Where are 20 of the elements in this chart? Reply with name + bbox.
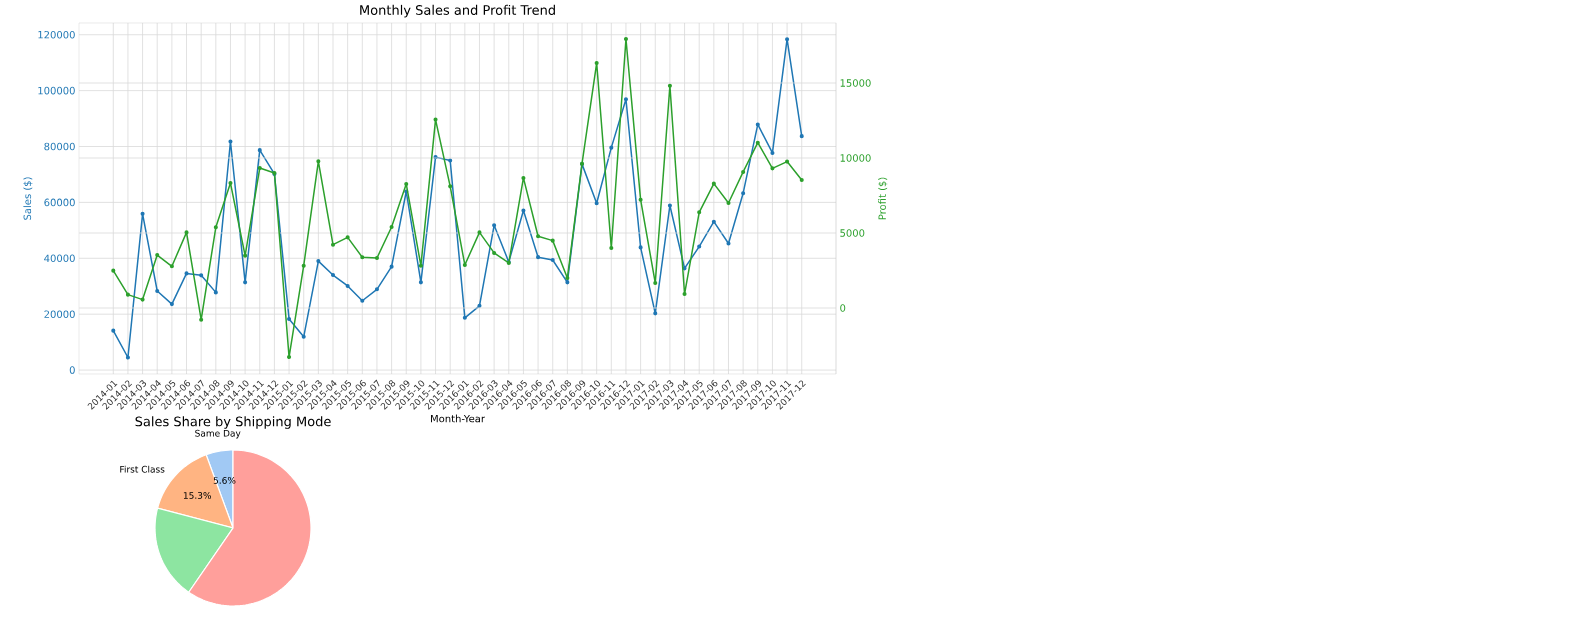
slice-label: First Class — [120, 465, 165, 473]
data-label: 5.6% — [213, 477, 236, 484]
y2-tick-label: 10000 — [840, 154, 871, 162]
y-tick-label: 60000 — [44, 198, 75, 207]
y-tick-label: 0 — [69, 366, 75, 374]
y-tick-label: 40000 — [44, 254, 75, 263]
y-tick-label: 20000 — [44, 310, 75, 318]
y-tick-label: 80000 — [44, 142, 75, 151]
y2-tick-label: 0 — [840, 304, 846, 312]
x-axis-title: Month-Year — [431, 414, 485, 423]
y2-tick-label: 15000 — [840, 79, 871, 87]
y-tick-label: 100000 — [38, 86, 75, 95]
chart-title: Monthly Sales and Profit Trend — [360, 4, 555, 18]
chart-title: Sales Share by Shipping Mode — [135, 416, 331, 429]
slice-label: Same Day — [195, 429, 241, 439]
y-tick-label: 120000 — [38, 30, 75, 39]
data-label: 15.3% — [183, 492, 212, 499]
y2-axis-title: Profit ($) — [878, 177, 888, 220]
y2-tick-label: 5000 — [840, 229, 865, 237]
y-axis-title: Sales ($) — [23, 177, 33, 220]
